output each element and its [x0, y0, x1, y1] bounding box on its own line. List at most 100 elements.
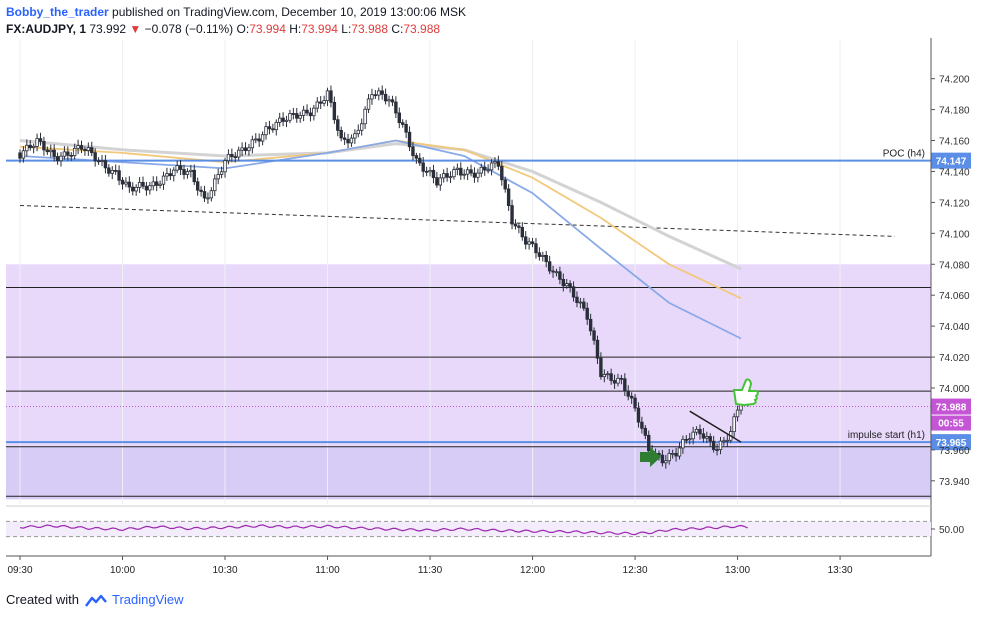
open-value: 73.994: [249, 22, 286, 36]
price-tick-label: 74.180: [939, 106, 970, 117]
last-price-badge: [931, 398, 971, 415]
candle: [131, 186, 135, 192]
countdown-badge: [931, 415, 971, 431]
created-with-label: Created with: [6, 592, 79, 607]
candle: [705, 436, 709, 439]
candle: [602, 374, 607, 378]
candle: [206, 197, 210, 200]
close-label: C:: [391, 22, 404, 36]
candle: [90, 147, 94, 154]
candle: [506, 188, 511, 206]
level-badge: [931, 152, 971, 169]
candle: [373, 94, 378, 97]
candle: [175, 165, 179, 171]
candle: [636, 407, 641, 423]
footer: Created with TradingView: [6, 592, 184, 612]
candle: [103, 160, 108, 169]
candle: [277, 117, 282, 123]
price-tick-label: 74.040: [939, 322, 970, 333]
candle: [28, 144, 32, 149]
candle: [448, 176, 453, 179]
rsi-tick-label: 50.00: [939, 525, 964, 536]
candle: [667, 453, 671, 462]
time-tick-label: 11:00: [315, 565, 340, 576]
candle: [489, 162, 494, 171]
candle: [575, 296, 579, 304]
candle: [93, 152, 97, 162]
candle: [148, 185, 152, 191]
candle: [718, 440, 723, 451]
level-label: POC (h4): [883, 149, 925, 160]
candle: [100, 160, 104, 162]
candle: [496, 161, 501, 167]
candle: [677, 447, 682, 457]
candle: [243, 147, 248, 152]
candle: [271, 128, 275, 131]
price-tick-label: 74.140: [939, 167, 970, 178]
candle: [513, 223, 518, 227]
candle: [377, 90, 381, 96]
price-tick-label: 74.100: [939, 229, 970, 240]
candle: [315, 101, 319, 109]
candle: [544, 254, 548, 263]
high-value: 73.994: [301, 22, 338, 36]
candle: [554, 271, 559, 274]
price-tick-label: 74.000: [939, 384, 970, 395]
candle: [606, 373, 610, 376]
candle: [62, 151, 67, 157]
candle: [493, 161, 497, 164]
candle: [530, 241, 535, 245]
author-name[interactable]: Bobby_the_trader: [6, 5, 109, 19]
candle: [500, 165, 504, 181]
candle: [472, 172, 477, 178]
moving-average-line: [19, 139, 742, 271]
candle: [469, 169, 473, 174]
symbol-line: FX:AUDJPY, 1 73.992 ▼ −0.078 (−0.11%) O:…: [6, 22, 440, 36]
candle: [25, 144, 29, 152]
candle: [185, 171, 190, 175]
candle: [674, 452, 678, 457]
candle: [435, 177, 439, 186]
candle: [643, 427, 648, 436]
candle: [660, 454, 665, 464]
price-tick-label: 73.960: [939, 446, 970, 457]
publish-info: published on TradingView.com, December 1…: [108, 5, 467, 19]
candle: [694, 428, 699, 433]
candle: [113, 169, 118, 172]
candle: [722, 440, 726, 443]
tradingview-logo-icon: [84, 594, 107, 607]
candle: [626, 390, 630, 397]
time-tick-label: 12:30: [623, 565, 648, 576]
candle: [107, 167, 111, 174]
symbol-label[interactable]: FX:AUDJPY, 1: [6, 22, 87, 36]
candle: [96, 160, 101, 163]
candle: [414, 155, 419, 159]
candle: [192, 169, 196, 183]
candle: [45, 149, 50, 153]
candle: [578, 301, 583, 304]
candle: [558, 271, 562, 280]
level-badge-text: 73.965: [936, 438, 967, 449]
tradingview-brand[interactable]: TradingView: [112, 592, 184, 607]
candle: [134, 186, 138, 192]
candle: [670, 452, 675, 455]
candle: [76, 145, 80, 149]
candle: [479, 166, 483, 174]
candle: [233, 156, 237, 159]
candle: [161, 175, 166, 185]
candle: [124, 181, 128, 185]
candle: [715, 449, 719, 451]
candle: [527, 241, 531, 245]
candle: [257, 138, 261, 142]
candle: [223, 160, 227, 173]
candle: [725, 439, 730, 442]
candle: [178, 165, 183, 170]
candle: [520, 227, 524, 238]
candle: [445, 173, 449, 178]
candle: [547, 261, 552, 272]
candle: [356, 129, 360, 135]
candle: [438, 177, 442, 186]
candle: [18, 152, 22, 159]
last-price: 73.992: [89, 22, 127, 36]
